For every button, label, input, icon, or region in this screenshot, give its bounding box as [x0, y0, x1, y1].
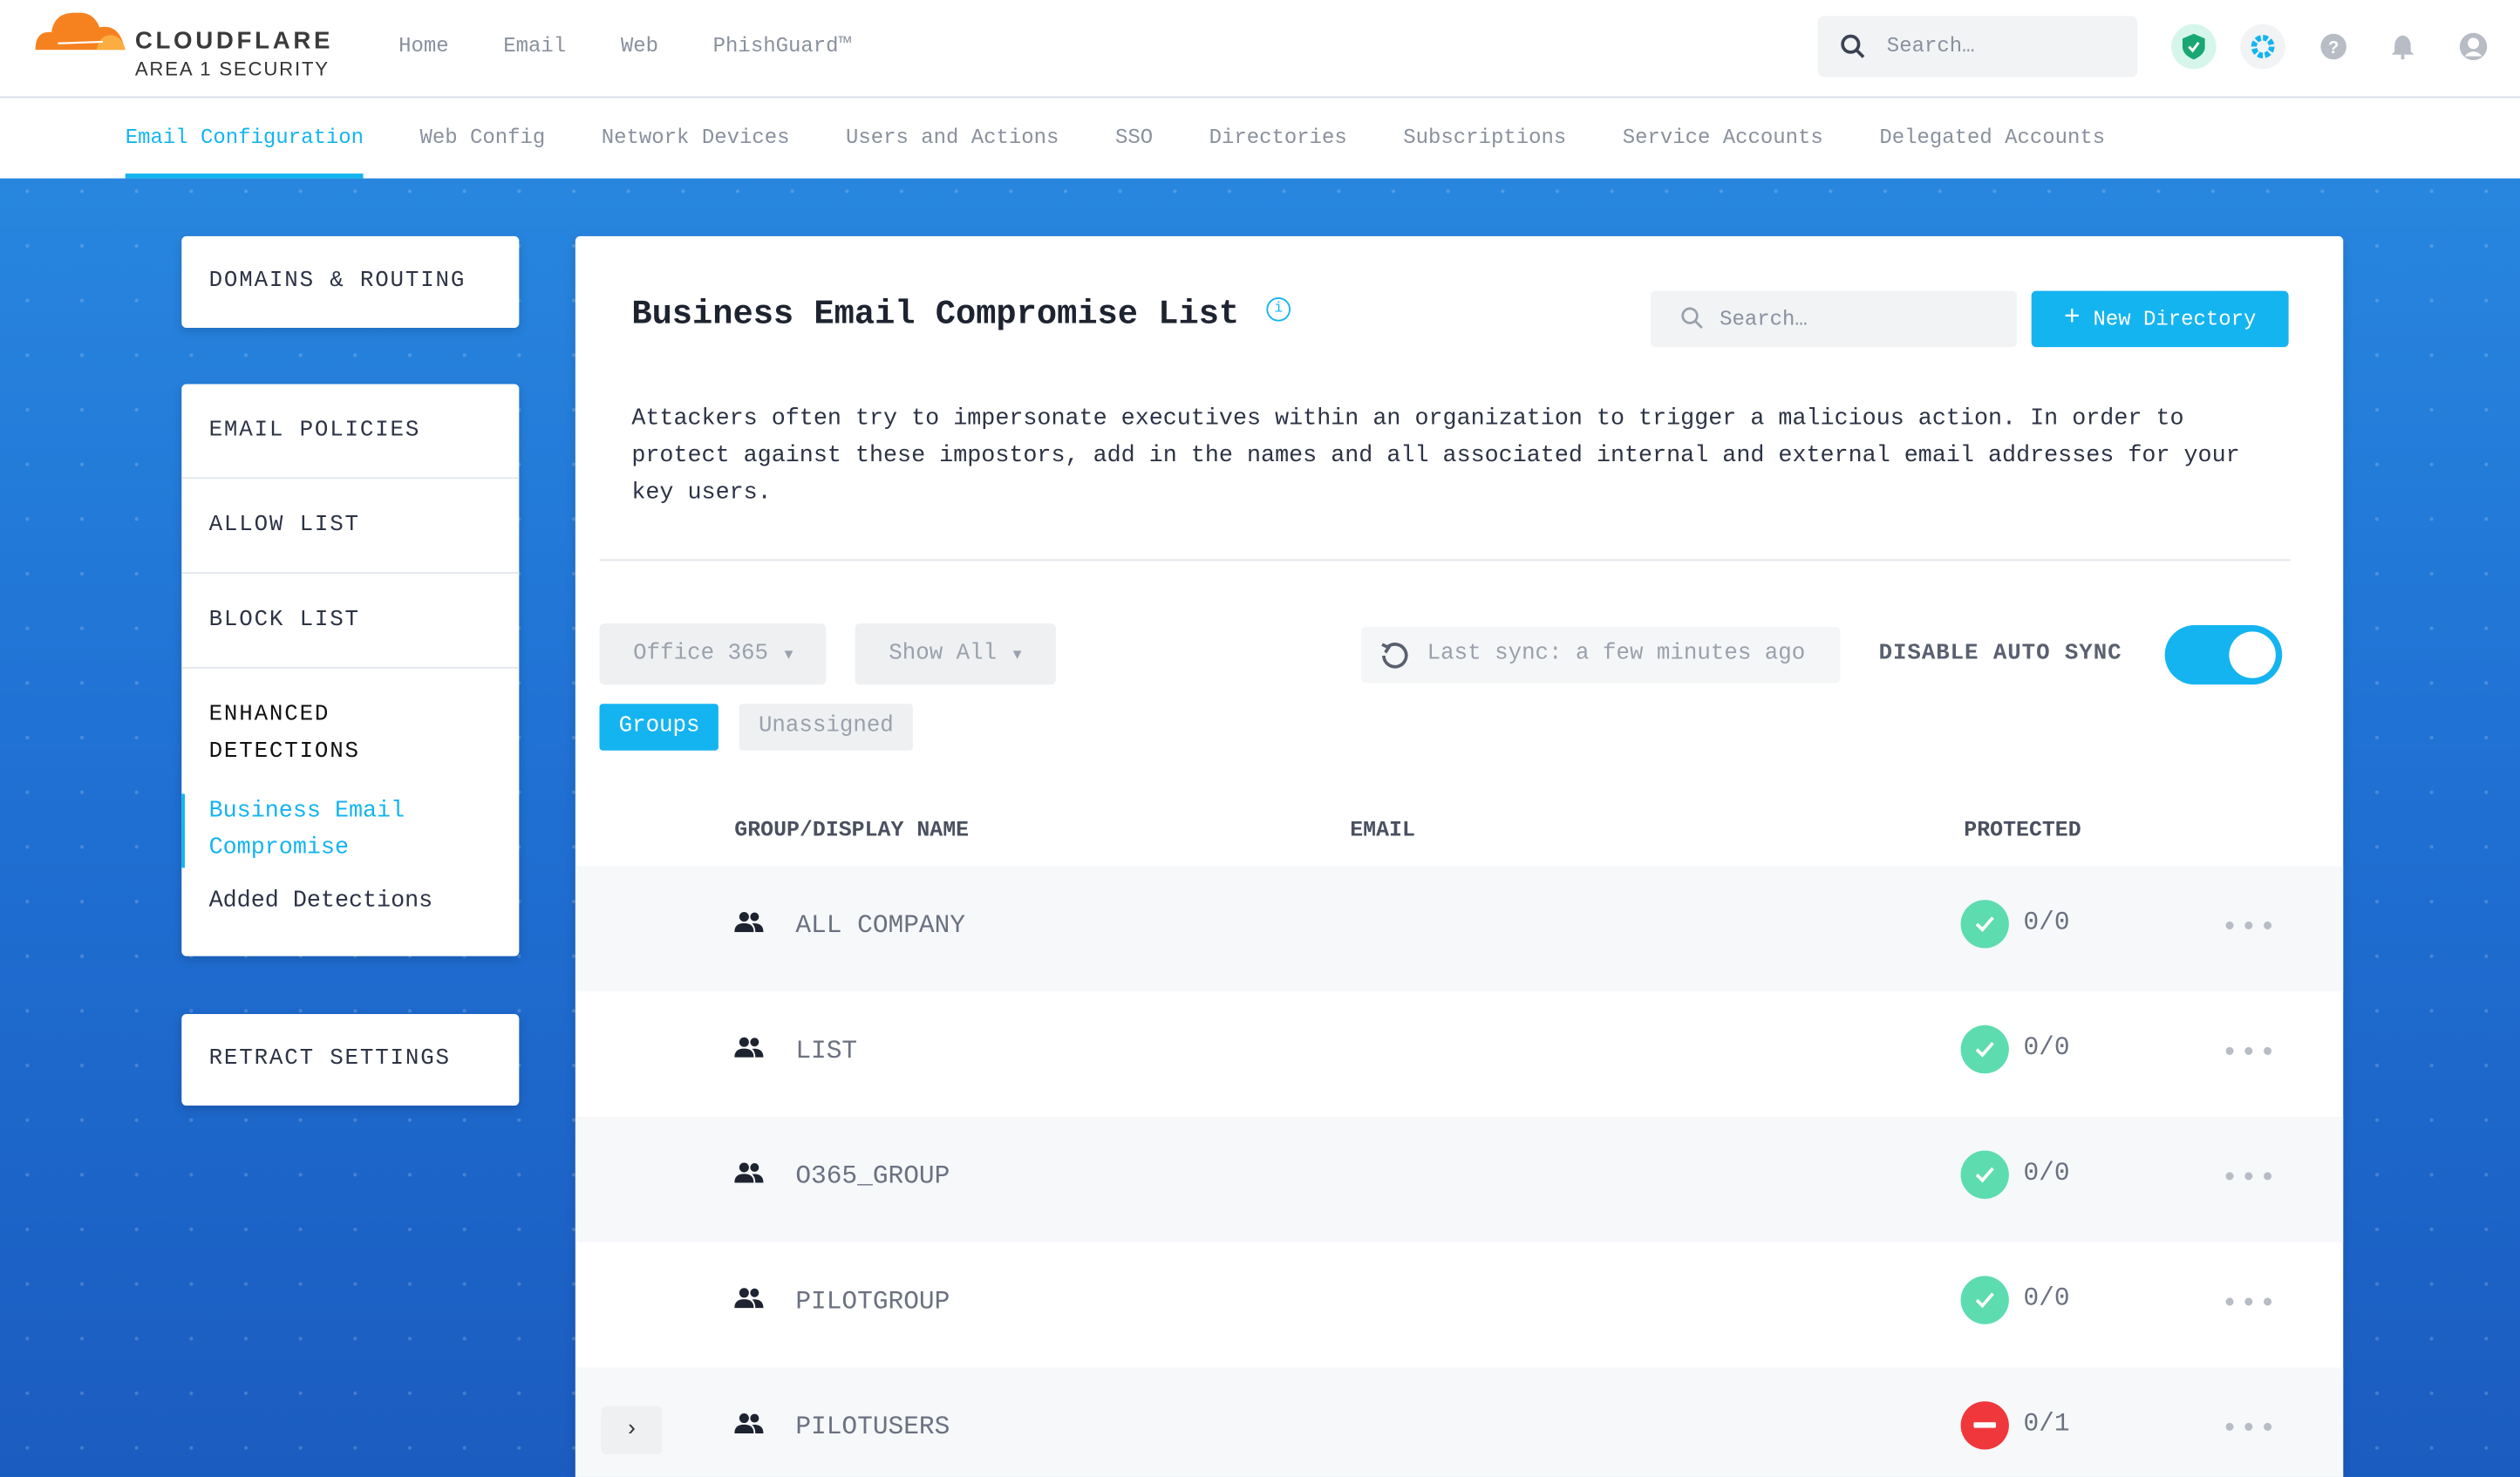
group-icon [734, 1037, 764, 1065]
tab-sso[interactable]: SSO [1114, 125, 1154, 150]
sidebar-item-added-detections[interactable]: Added Detections [208, 888, 433, 915]
protected-count: 0/1 [2023, 1409, 2070, 1439]
divider [599, 559, 2291, 562]
info-icon[interactable]: i [1266, 296, 1291, 322]
sidebar-label: RETRACT SETTINGS [208, 1045, 451, 1072]
gear-icon[interactable] [2240, 24, 2285, 70]
bec-list-panel: Business Email Compromise List i Search…… [575, 235, 2344, 1477]
auto-sync-toggle[interactable] [2164, 624, 2283, 685]
page-title: Business Email Compromise List [631, 296, 1240, 335]
user-icon[interactable] [2451, 24, 2496, 70]
table-row[interactable]: LIST 0/0 ••• [576, 991, 2343, 1117]
sidebar-item-allow-list[interactable]: ALLOW LIST [181, 479, 520, 574]
more-options-icon[interactable]: ••• [2221, 1413, 2278, 1446]
caret-down-icon: ▼ [1012, 647, 1022, 664]
sidebar-item-business-email-compromise[interactable]: Business Email Compromise [181, 793, 450, 868]
tab-users-and-actions[interactable]: Users and Actions [845, 125, 1059, 150]
column-header-protected[interactable]: PROTECTED [1964, 819, 2081, 844]
tab-subscriptions[interactable]: Subscriptions [1403, 125, 1567, 150]
group-icon [734, 1287, 764, 1316]
sidebar-policies-card: EMAIL POLICIES ALLOW LIST BLOCK LIST ENH… [181, 384, 520, 956]
search-placeholder: Search… [1720, 307, 1808, 331]
column-header-email[interactable]: EMAIL [1350, 819, 1415, 844]
expand-chevron-icon[interactable]: › [601, 1406, 663, 1455]
dropdown-value: Show All [889, 641, 998, 667]
top-bar: CLOUDFLARE AREA 1 SECURITY Home Email We… [0, 0, 2520, 99]
table-row[interactable]: ALL COMPANY 0/0 ••• [575, 866, 2344, 992]
svg-text:?: ? [2328, 38, 2339, 58]
search-icon [1841, 34, 1865, 58]
nav-web[interactable]: Web [620, 33, 659, 58]
tab-email-configuration[interactable]: Email Configuration [125, 98, 364, 179]
tab-service-accounts[interactable]: Service Accounts [1622, 125, 1823, 150]
sidebar-retract-settings[interactable]: RETRACT SETTINGS [181, 1014, 520, 1106]
auto-sync-label: DISABLE AUTO SYNC [1878, 641, 2122, 667]
group-icon [734, 911, 764, 940]
last-sync-text: Last sync: a few minutes ago [1427, 641, 1806, 667]
protected-count: 0/0 [2023, 1283, 2070, 1313]
nav-email[interactable]: Email [503, 33, 567, 58]
more-options-icon[interactable]: ••• [2221, 1038, 2278, 1071]
tab-directories[interactable]: Directories [1209, 125, 1347, 150]
refresh-icon [1381, 643, 1408, 669]
plus-icon: + [2063, 303, 2081, 335]
cloudflare-logo[interactable]: CLOUDFLARE AREA 1 SECURITY [32, 8, 330, 80]
description: Attackers often try to impersonate execu… [631, 406, 2240, 507]
sidebar-item-block-list[interactable]: BLOCK LIST [181, 574, 520, 669]
table-row[interactable]: O365_GROUP 0/0 ••• [575, 1116, 2344, 1242]
check-circle-icon [1960, 1150, 2009, 1199]
bell-icon[interactable] [2380, 24, 2426, 70]
caret-down-icon: ▼ [784, 647, 793, 664]
show-filter-dropdown[interactable]: Show All ▼ [855, 623, 1056, 685]
source-dropdown[interactable]: Office 365 ▼ [599, 623, 828, 685]
check-circle-icon [1960, 900, 2009, 949]
check-circle-icon [1960, 1276, 2009, 1324]
brand-name: CLOUDFLARE [134, 27, 334, 55]
help-icon[interactable]: ? [2311, 24, 2356, 70]
tab-web-config[interactable]: Web Config [419, 125, 546, 150]
sidebar-item-email-policies[interactable]: EMAIL POLICIES [181, 385, 520, 480]
group-icon [734, 1412, 764, 1441]
protected-count: 0/0 [2023, 908, 2070, 937]
sidebar-item-enhanced-detections[interactable]: ENHANCED DETECTIONS [208, 702, 360, 766]
more-options-icon[interactable]: ••• [2221, 1289, 2278, 1322]
more-options-icon[interactable]: ••• [2221, 1163, 2278, 1196]
more-options-icon[interactable]: ••• [2221, 912, 2278, 945]
protected-count: 0/0 [2023, 1158, 2070, 1188]
group-name: O365_GROUP [795, 1161, 950, 1191]
check-circle-icon [1960, 1024, 2009, 1074]
column-header-name[interactable]: GROUP/DISPLAY NAME [734, 819, 970, 844]
search-icon [1681, 307, 1703, 329]
nav-phishguard[interactable]: PhishGuard™ [712, 33, 851, 58]
group-name: LIST [795, 1036, 858, 1065]
group-name: PILOTGROUP [795, 1287, 950, 1317]
protected-count: 0/0 [2023, 1033, 2070, 1063]
sidebar-domains-routing[interactable]: DOMAINS & ROUTING [181, 235, 520, 328]
nav-home[interactable]: Home [398, 33, 449, 58]
group-name: PILOTUSERS [795, 1412, 950, 1442]
tab-groups[interactable]: Groups [599, 704, 719, 751]
group-name: ALL COMPANY [795, 911, 966, 941]
sync-now-button[interactable]: Last sync: a few minutes ago [1361, 626, 1841, 684]
minus-circle-icon [1960, 1401, 2009, 1450]
list-search-input[interactable]: Search… [1650, 290, 2018, 348]
sub-navigation: Email Configuration Web Config Network D… [0, 98, 2520, 179]
group-icon [734, 1162, 764, 1191]
tab-delegated-accounts[interactable]: Delegated Accounts [1879, 125, 2106, 150]
button-label: New Directory [2093, 307, 2257, 331]
shield-check-icon[interactable] [2171, 24, 2217, 70]
search-placeholder: Search… [1886, 33, 1975, 58]
table-row[interactable]: › PILOTUSERS 0/1 ••• [575, 1367, 2344, 1477]
sidebar-label: DOMAINS & ROUTING [208, 268, 467, 295]
global-search-input[interactable]: Search… [1817, 16, 2138, 78]
tab-network-devices[interactable]: Network Devices [601, 125, 790, 150]
table-row[interactable]: PILOTGROUP 0/0 ••• [576, 1242, 2343, 1368]
cloud-icon [35, 12, 126, 51]
brand-sub: AREA 1 SECURITY [134, 58, 330, 81]
dropdown-value: Office 365 [633, 641, 769, 667]
new-directory-button[interactable]: + New Directory [2031, 290, 2289, 348]
tab-unassigned[interactable]: Unassigned [739, 704, 913, 751]
